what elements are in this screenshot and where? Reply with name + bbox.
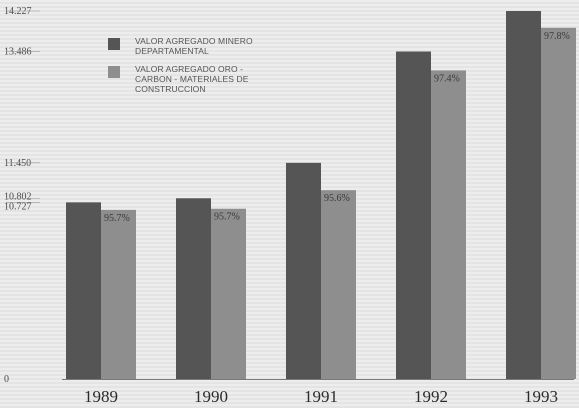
bar-series1-1992 [396,51,431,380]
bar-series1-1993 [506,11,541,379]
legend-label-series1-line1: VALOR AGREGADO MINERO [135,36,253,46]
legend-swatch-series1 [108,38,120,50]
bar-series2-1990 [211,208,246,379]
bar-series2-1989 [101,209,136,379]
y-tick-label-11-450: 11.450 [4,158,31,169]
pct-label-1990: 95.7% [214,212,240,223]
x-tick-label-1989: 1989 [84,387,118,406]
y-tick-label-0: 0 [4,374,9,385]
y-tick-label-10-727: 10.727 [4,201,32,212]
legend-swatch-series2 [108,66,120,78]
bar-series2-1991 [321,190,356,379]
x-tick-label-1992: 1992 [414,387,448,406]
bar-series1-1989 [66,202,101,379]
legend-label-series2-line2: CARBON - MATERIALES DE [135,74,249,84]
pct-label-1991: 95.6% [324,193,350,204]
bar-series2-1993 [541,27,576,380]
pct-label-1992: 97.4% [434,73,460,84]
x-tick-label-1991: 1991 [304,387,338,406]
pct-label-1993: 97.8% [544,31,570,42]
y-tick-label-10-802: 10.802 [4,191,32,202]
bar-series1-1991 [286,162,321,379]
x-tick-label-1990: 1990 [194,387,228,406]
legend-label-series2-line3: CONSTRUCCION [135,84,206,94]
pct-label-1989: 95.7% [104,213,130,224]
bar-series2-1992 [431,70,466,380]
legend-label-series2-line1: VALOR AGREGADO ORO - [135,64,243,74]
y-tick-label-14-227: 14.227 [4,6,32,17]
x-tick-label-1993: 1993 [524,387,558,406]
y-tick-label-13-486: 13.486 [4,47,32,58]
bar-series1-1990 [176,198,211,379]
legend-label-series1-line2: DEPARTAMENTAL [135,46,209,56]
